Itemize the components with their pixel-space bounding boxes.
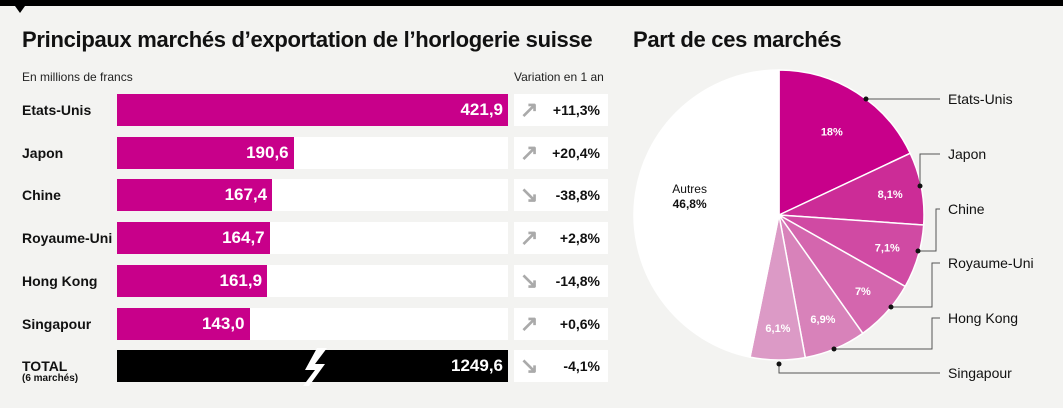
bar-category-label: Japon [22,144,64,161]
bar-value-label: 190,6 [246,142,289,162]
slice-legend-label: Japon [948,146,986,162]
pie-slice [778,214,925,288]
slice-legend-label: Chine [948,201,985,217]
variation-value: -38,8% [555,187,600,204]
bar-row: TOTAL (6 marchés) 1249,6 ↘ -4,1% [0,348,620,387]
leader-line [918,208,940,252]
bar-category-label: Singapour [22,315,92,332]
bar-value-label: 143,0 [201,313,245,333]
variation-value: -4,1% [563,358,600,375]
variation-value: +11,3% [552,102,600,118]
leader-dot [863,96,869,102]
arrow-down-right-icon: ↘ [520,267,539,293]
leader-line [919,153,940,186]
variation-cell: ↗ +2,8% [514,222,608,255]
arrow-down-right-icon: ↘ [520,182,539,208]
slice-value-label: 8,1% [878,189,903,201]
pie-slice [778,214,864,359]
pie-slice [749,214,807,361]
leader-line [891,262,940,308]
bar-row: Chine 167,4 ↘ -38,8% [0,179,620,212]
pie-chart-title: Part de ces marchés [633,27,842,52]
slice-value-label: 7% [855,286,871,298]
bar: 164,7 [117,222,270,255]
leader-dot [915,248,921,254]
bar-value-label: 421,9 [460,100,503,119]
slice-legend-label: Singapour [948,365,1012,381]
variation-cell: ↘ -38,8% [514,179,608,212]
bar-value-label: 161,9 [219,270,263,290]
variation-header: Variation en 1 an [514,70,604,84]
total-bar: 1249,6 [117,348,508,387]
leader-line [834,317,940,350]
slice-legend-label: Royaume-Uni [948,255,1034,271]
bar-category-label: Royaume-Uni [22,230,113,247]
arrow-down-right-icon: ↘ [520,353,539,379]
bar-row: Etats-Unis 421,9 ↗ +11,3% [0,94,620,126]
arrow-up-right-icon: ↗ [520,225,539,251]
bar-row: Singapour 143,0 ↗ +0,6% [0,307,620,340]
bar-category-label: TOTAL (6 marchés) [22,358,79,385]
top-rule [0,0,1063,6]
slice-value-label: 6,1% [765,323,790,335]
bar-category-sublabel: (6 marchés) [22,373,79,385]
variation-cell: ↘ -4,1% [514,350,608,383]
marker-triangle-icon [15,6,25,13]
arrow-up-right-icon: ↗ [520,139,539,165]
pie-slice [778,69,912,217]
bar: 167,4 [117,179,273,212]
bar-track: 190,6 [117,136,508,169]
variation-value: +0,6% [559,315,600,332]
leader-dot [831,346,837,352]
pie-slice [776,152,925,226]
slice-value-label: 46,8% [673,197,707,211]
variation-value: -14,8% [555,272,600,289]
leader-dot [776,361,782,367]
slice-value-label: 7,1% [875,243,900,255]
pie-slice [633,69,780,358]
bar-track: 167,4 [117,179,508,212]
axis-break-icon [303,348,327,387]
variation-value: +20,4% [552,144,600,161]
variation-value: +2,8% [559,230,600,247]
bar-track: 164,7 [117,222,508,255]
bar-row: Royaume-Uni 164,7 ↗ +2,8% [0,222,620,255]
variation-cell: ↗ +0,6% [514,307,608,340]
bar: 421,9 [117,94,508,126]
bar: 161,9 [117,264,268,297]
bar-track: 1249,6 [117,348,508,387]
slice-label: Autres [672,182,707,196]
leader-dot [917,183,923,189]
unit-label: En millions de francs [22,70,133,84]
pie-slice [778,214,907,335]
variation-cell: ↗ +20,4% [514,136,608,169]
bar-category-label: Etats-Unis [22,102,92,118]
bar-row: Japon 190,6 ↗ +20,4% [0,136,620,169]
variation-cell: ↗ +11,3% [514,94,608,126]
leader-line [778,364,940,374]
bar-category-label: Hong Kong [22,272,98,289]
slice-value-label: 18% [821,127,843,139]
bar-row: Hong Kong 161,9 ↘ -14,8% [0,264,620,297]
bar: 143,0 [117,307,250,340]
slice-legend-label: Hong Kong [948,310,1018,326]
leader-dot [888,304,894,310]
slice-legend-label: Etats-Unis [948,91,1013,107]
arrow-up-right-icon: ↗ [520,310,539,336]
bar: 190,6 [117,136,294,169]
bar-value-label: 1249,6 [451,356,503,376]
bar-category-label: Chine [22,187,61,204]
bar-track: 161,9 [117,264,508,297]
bar-track: 143,0 [117,307,508,340]
slice-value-label: 6,9% [810,314,835,326]
variation-cell: ↘ -14,8% [514,264,608,297]
bar-track: 421,9 [117,94,508,126]
bar-value-label: 167,4 [224,185,268,205]
bar-chart-title: Principaux marchés d’exportation de l’ho… [22,27,593,52]
arrow-up-right-icon: ↗ [520,97,539,122]
bar-value-label: 164,7 [222,228,265,248]
